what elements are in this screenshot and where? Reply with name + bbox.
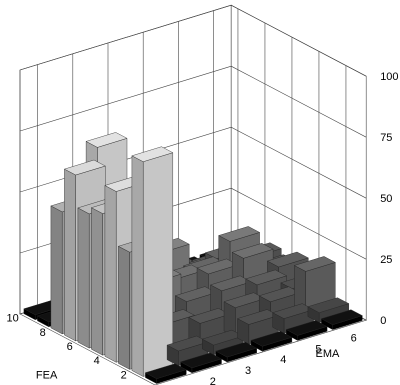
- bar-ema1-fea1: [144, 363, 187, 384]
- y-tick-label: 10: [7, 313, 19, 325]
- y-tick-label: 4: [94, 355, 100, 367]
- y-tick-label: 2: [121, 369, 127, 381]
- x-tick-label: 2: [210, 376, 216, 385]
- z-tick-label: 100: [380, 71, 398, 83]
- bar-ema6-fea3: [293, 256, 336, 316]
- gridline-side: [231, 187, 367, 260]
- gridline-side: [231, 65, 367, 138]
- x-tick-label: 6: [351, 333, 357, 345]
- x-axis-label: EMA: [316, 348, 341, 360]
- x-tick-label: 4: [280, 354, 286, 366]
- bar-ema5-fea1: [285, 320, 328, 341]
- bar-ema3-fea1: [215, 341, 258, 363]
- gridline-back: [19, 4, 232, 71]
- bar-ema1-fea2: [131, 146, 174, 377]
- gridline-back: [19, 65, 232, 132]
- bar-ema6-fea1: [320, 309, 363, 330]
- z-tick-label: 0: [380, 315, 386, 327]
- z-tick-label: 50: [380, 193, 392, 205]
- z-tick-label: 75: [380, 132, 392, 144]
- chart-bars: [23, 132, 363, 384]
- bar-ema2-fea1: [180, 352, 223, 374]
- y-tick-label: 6: [67, 341, 73, 353]
- y-axis-label: FEA: [36, 369, 58, 381]
- z-tick-label: 25: [380, 254, 392, 266]
- chart-labels: EMA FEA 0255075100123456246810: [7, 71, 399, 385]
- x-tick-label: 3: [245, 365, 251, 377]
- x-tick-label: 5: [315, 343, 321, 355]
- y-tick-label: 8: [40, 327, 46, 339]
- gridline-side: [231, 126, 367, 199]
- gridline-side: [231, 4, 367, 77]
